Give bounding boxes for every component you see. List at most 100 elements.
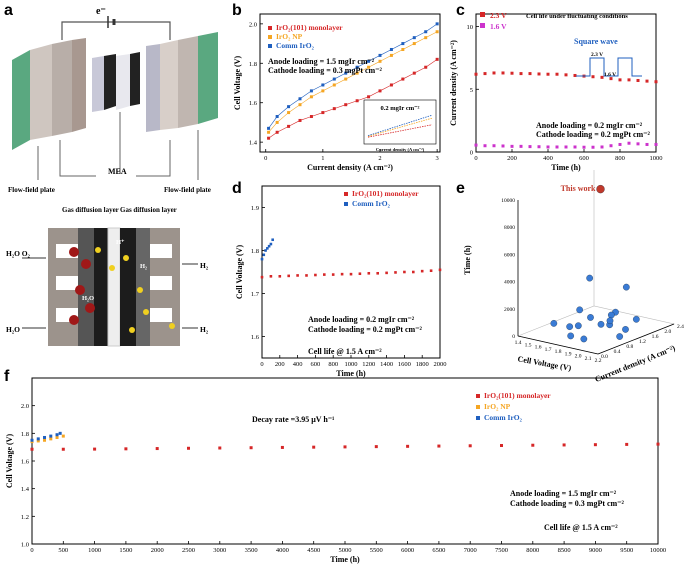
- data-point: [618, 78, 622, 82]
- data-point: [501, 144, 505, 148]
- data-point: [30, 438, 34, 442]
- x-axis-label: Time (h): [330, 555, 360, 564]
- data-point: [468, 444, 472, 448]
- data-point: [567, 332, 575, 340]
- square-wave-label: Square wave: [574, 37, 618, 46]
- data-point: [600, 75, 604, 79]
- chart-d-stability: 0 200 400 600 800 1000 1200 1400 1600 1800 2000 1.6…: [235, 185, 447, 378]
- data-point: [580, 335, 588, 343]
- decay-rate-label: Decay rate =3.95 μV h⁻¹: [252, 415, 335, 424]
- voltage-tick-label: 1.7: [545, 347, 552, 353]
- data-point: [654, 80, 658, 84]
- x-tick-label: 1000: [345, 361, 358, 368]
- data-point: [309, 89, 313, 93]
- data-point: [61, 447, 65, 451]
- flow-field-left-label: Flow-field plate: [8, 186, 55, 194]
- data-point: [280, 445, 284, 449]
- data-point: [287, 124, 291, 128]
- data-point: [124, 447, 128, 451]
- voltage-tick-label: 2.1: [585, 356, 592, 362]
- data-point: [537, 72, 541, 76]
- data-point: [654, 142, 658, 146]
- data-point: [420, 269, 424, 273]
- h-plus-label: H⁺: [116, 239, 125, 246]
- legend-label: 2.3 V: [490, 11, 507, 20]
- x-tick-label: 0: [30, 547, 33, 554]
- x-tick-label: 400: [293, 361, 303, 368]
- data-point: [367, 271, 371, 275]
- data-point: [587, 314, 594, 321]
- x-tick-label: 1400: [380, 361, 393, 368]
- data-point: [264, 249, 267, 252]
- voltage-tick-label: 1.9: [565, 351, 572, 357]
- flow-field-right-label: Flow-field plate: [164, 186, 211, 194]
- data-point: [378, 59, 382, 63]
- chart-title: Cell life under fluctuating conditions: [526, 13, 628, 20]
- data-point: [309, 95, 313, 99]
- voltage-tick-label: 1.6: [535, 345, 542, 351]
- data-point: [636, 142, 640, 146]
- data-point: [358, 272, 362, 276]
- x-tick-label: 800: [328, 361, 338, 368]
- x-tick-label: 0: [260, 361, 263, 368]
- data-point: [645, 142, 649, 146]
- legend-label: Comm IrO₂: [352, 199, 391, 208]
- series-line: [268, 59, 438, 139]
- data-point: [474, 72, 478, 76]
- mea-label: MEA: [108, 167, 127, 176]
- data-point: [492, 144, 496, 148]
- legend-label: Comm IrO₂: [484, 413, 523, 422]
- x-tick-label: 5500: [370, 547, 383, 554]
- data-point: [528, 72, 532, 76]
- voltage-tick-label: 2.0: [575, 354, 582, 360]
- data-point: [374, 445, 378, 449]
- x-tick-label: 7500: [495, 547, 508, 554]
- x-tick-label: 0: [474, 155, 477, 162]
- data-point: [510, 144, 514, 148]
- data-point: [537, 145, 541, 149]
- h2-bottom-label: H₂: [200, 325, 209, 334]
- y-tick-label: 5: [470, 87, 473, 94]
- x-tick-label: 3000: [213, 547, 226, 554]
- data-point: [600, 145, 604, 149]
- data-point: [606, 317, 614, 325]
- legend-marker: [344, 192, 348, 196]
- data-point: [43, 438, 47, 442]
- highlight-point: [596, 184, 605, 194]
- annotation: Anode loading = 1.5 mgIr cm⁻²: [268, 57, 375, 66]
- data-point: [424, 36, 428, 40]
- panel-letter-c: c: [456, 2, 465, 19]
- x-tick-label: 500: [58, 547, 68, 554]
- y-tick-label: 1.7: [251, 291, 260, 298]
- data-point: [287, 274, 290, 278]
- legend-marker: [476, 394, 480, 398]
- x-tick-label: 1600: [398, 361, 411, 368]
- data-point: [429, 269, 433, 273]
- legend-label: IrO₂(101) monolayer: [276, 23, 343, 32]
- data-point: [609, 77, 613, 81]
- data-point: [636, 78, 640, 82]
- x-tick-label: 5000: [339, 547, 352, 554]
- voltage-tick-label: 1.8: [555, 349, 562, 355]
- x-tick-label: 7000: [464, 547, 477, 554]
- annotation: Cathode loading = 0.2 mgPt cm⁻²: [536, 130, 650, 139]
- x-tick-label: 2500: [182, 547, 195, 554]
- data-point: [36, 439, 40, 443]
- data-point: [510, 71, 514, 75]
- y-tick-label: 1.2: [21, 514, 29, 521]
- data-point: [267, 244, 271, 248]
- legend-marker: [480, 23, 485, 28]
- annotation: Cell life @ 1.5 A cm⁻²: [544, 523, 618, 532]
- data-point: [582, 145, 586, 149]
- data-point: [573, 145, 577, 149]
- data-point: [618, 142, 622, 146]
- data-point: [367, 59, 371, 63]
- data-point: [355, 71, 359, 75]
- y-tick-label: 2.0: [21, 403, 29, 410]
- annotation: Anode loading = 0.2 mgIr cm⁻²: [308, 315, 415, 324]
- data-point: [355, 99, 359, 103]
- data-point: [622, 326, 629, 333]
- x-tick-label: 2: [378, 155, 381, 162]
- y-tick-label: 0: [470, 150, 473, 157]
- legend-marker: [268, 44, 272, 48]
